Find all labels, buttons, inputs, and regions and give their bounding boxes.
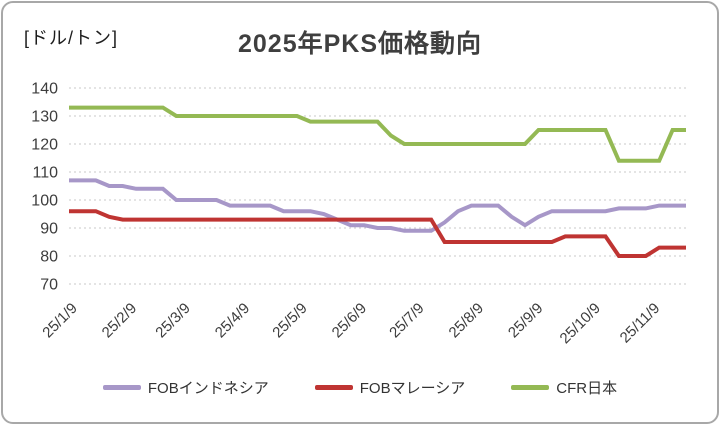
x-axis-tick-label: 25/8/9 (446, 300, 488, 342)
x-axis-tick-label: 25/5/9 (269, 300, 311, 342)
legend-swatch-cfr-japan (511, 385, 550, 390)
x-axis-tick-label: 25/4/9 (212, 300, 254, 342)
y-axis-tick-label: 80 (40, 249, 58, 266)
legend-label: FOBマレーシア (359, 380, 466, 397)
y-axis-unit-label: [ドル/トン] (24, 28, 119, 48)
x-axis-tick-label: 25/2/9 (99, 300, 141, 342)
legend-label: CFR日本 (556, 380, 618, 397)
legend-swatch-fob-malaysia (314, 385, 353, 390)
legend-swatch-fob-indonesia (102, 385, 141, 390)
line-chart-plot-area: 140 130 120 110 100 90 80 70 25/1/9 25/2/9 25/3/9 2… (31, 81, 688, 347)
y-axis-tick-label: 110 (32, 165, 58, 182)
x-axis-tick-label: 25/7/9 (386, 300, 428, 342)
y-axis-tick-label: 130 (31, 109, 58, 126)
legend-item-cfr-japan: CFR日本 (511, 377, 617, 398)
series-line-1 (69, 209, 686, 258)
legend-label: FOBインドネシア (147, 380, 269, 397)
x-axis-tick-label: 25/6/9 (329, 300, 371, 342)
y-axis-tick-label: 140 (31, 81, 58, 98)
series-line-0 (69, 178, 686, 233)
chart-title: 2025年PKS価格動向 (237, 30, 483, 58)
y-axis-tick-label: 120 (31, 137, 58, 154)
x-axis-tick-label: 25/1/9 (39, 300, 81, 342)
x-axis-tick-label: 25/11/9 (617, 300, 664, 347)
x-axis-tick-label: 25/9/9 (505, 300, 547, 342)
legend-item-fob-malaysia: FOBマレーシア (314, 377, 466, 398)
y-axis-tick-label: 100 (31, 193, 58, 210)
x-axis-tick-label: 25/3/9 (152, 300, 194, 342)
y-axis-tick-label: 70 (40, 277, 58, 294)
y-axis-tick-label: 90 (40, 221, 58, 238)
series-line-2 (69, 105, 686, 163)
chart-legend: FOBインドネシア FOBマレーシア CFR日本 (0, 377, 720, 398)
legend-item-fob-indonesia: FOBインドネシア (102, 377, 269, 398)
x-axis-tick-label: 25/10/9 (557, 300, 604, 347)
